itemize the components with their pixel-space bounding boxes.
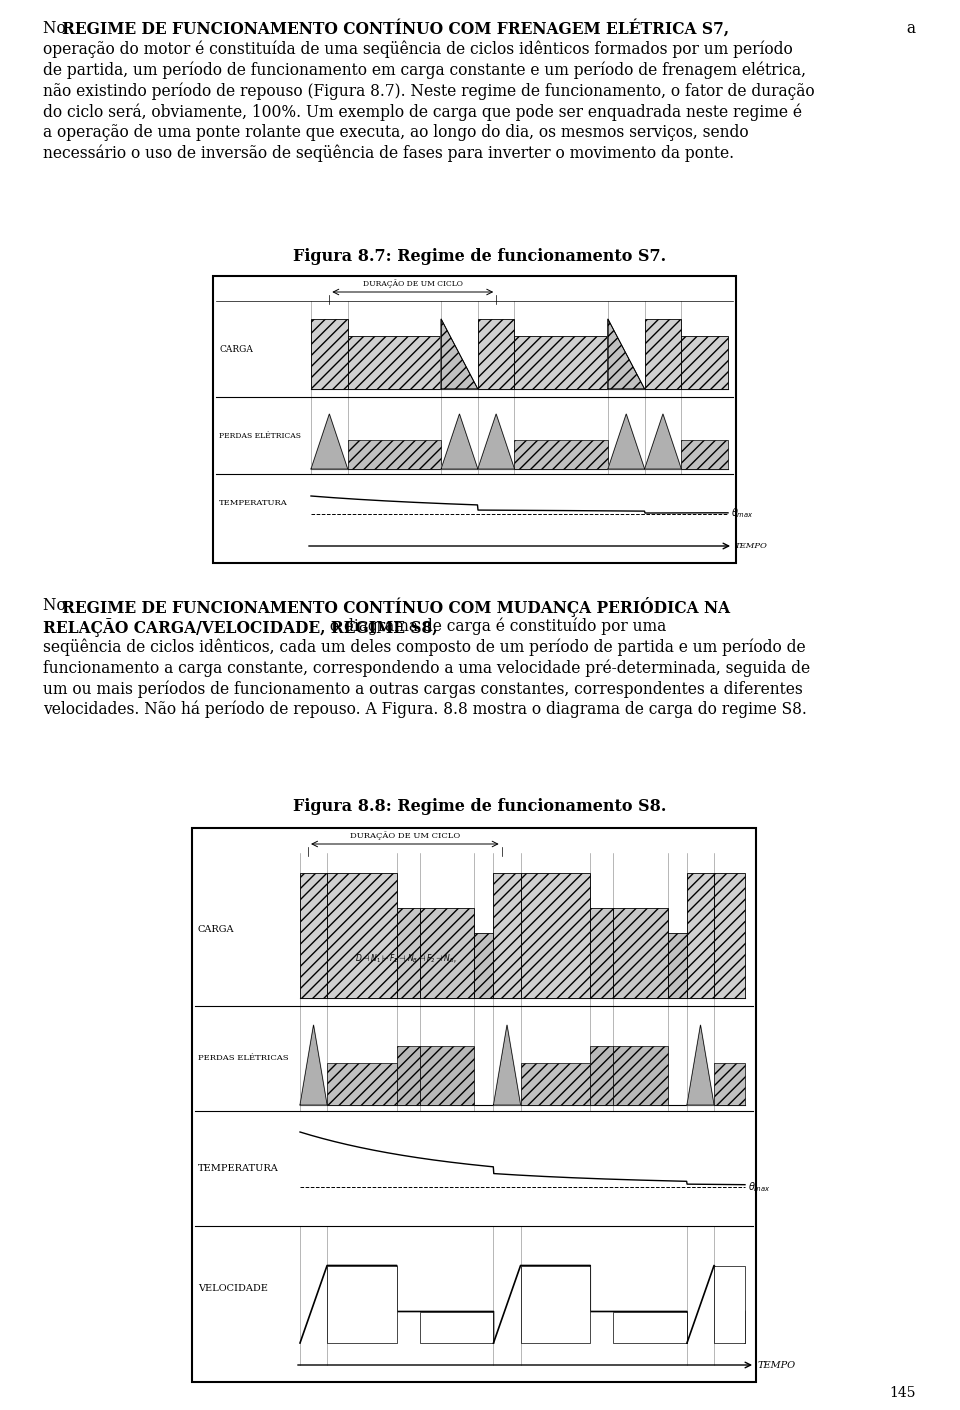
Bar <box>420 1311 493 1342</box>
Bar <box>213 276 736 563</box>
Bar <box>613 1311 687 1342</box>
Bar <box>687 873 714 998</box>
Bar <box>478 319 515 389</box>
Bar <box>613 1046 667 1105</box>
Bar <box>515 336 608 389</box>
Bar <box>327 1266 396 1342</box>
Polygon shape <box>441 415 478 470</box>
Bar <box>420 1046 474 1105</box>
Bar <box>420 908 474 998</box>
Text: No: No <box>43 596 71 613</box>
Polygon shape <box>608 415 644 470</box>
Text: de partida, um período de funcionamento em carga constante e um período de frena: de partida, um período de funcionamento … <box>43 62 806 79</box>
Bar <box>667 933 687 998</box>
Polygon shape <box>300 1025 327 1105</box>
Text: TEMPERATURA: TEMPERATURA <box>198 1165 278 1173</box>
Bar <box>515 440 608 470</box>
Text: 145: 145 <box>890 1386 916 1400</box>
Polygon shape <box>687 1025 714 1105</box>
Bar <box>590 1046 613 1105</box>
Bar <box>396 908 420 998</box>
Text: a: a <box>902 20 916 37</box>
Bar <box>396 1046 420 1105</box>
Bar <box>300 873 327 998</box>
Text: TEMPERATURA: TEMPERATURA <box>219 499 288 508</box>
Text: Figura 8.7: Regime de funcionamento S7.: Figura 8.7: Regime de funcionamento S7. <box>294 248 666 265</box>
Text: REGIME DE FUNCIONAMENTO CONTÍNUO COM FRENAGEM ELÉTRICA S7,: REGIME DE FUNCIONAMENTO CONTÍNUO COM FRE… <box>62 20 730 38</box>
Text: PERDAS ELÉTRICAS: PERDAS ELÉTRICAS <box>219 431 301 440</box>
Bar <box>348 336 441 389</box>
Text: DURAÇÃO DE UM CICLO: DURAÇÃO DE UM CICLO <box>363 279 463 288</box>
Text: TEMPO: TEMPO <box>735 541 768 550</box>
Polygon shape <box>493 1025 520 1105</box>
Bar <box>714 873 745 998</box>
Bar <box>590 908 613 998</box>
Text: VELOCIDADE: VELOCIDADE <box>198 1285 268 1293</box>
Polygon shape <box>478 415 515 470</box>
Text: No: No <box>43 20 71 37</box>
Text: o diagrama de carga é constituído por uma: o diagrama de carga é constituído por um… <box>325 618 666 636</box>
Polygon shape <box>608 319 644 389</box>
Text: seqüência de ciclos idênticos, cada um deles composto de um período de partida e: seqüência de ciclos idênticos, cada um d… <box>43 639 805 656</box>
Text: operação do motor é constituída de uma seqüência de ciclos idênticos formados po: operação do motor é constituída de uma s… <box>43 41 793 58</box>
Text: velocidades. Não há período de repouso. A Figura. 8.8 mostra o diagrama de carga: velocidades. Não há período de repouso. … <box>43 701 806 719</box>
Text: $\theta_{max}$: $\theta_{max}$ <box>731 506 754 520</box>
Text: $\theta_{max}$: $\theta_{max}$ <box>748 1180 771 1194</box>
Text: RELAÇÃO CARGA/VELOCIDADE, REGIME S8,: RELAÇÃO CARGA/VELOCIDADE, REGIME S8, <box>43 618 438 637</box>
Polygon shape <box>311 415 348 470</box>
Bar <box>311 319 348 389</box>
Text: necessário o uso de inversão de seqüência de fases para inverter o movimento da : necessário o uso de inversão de seqüênci… <box>43 145 734 162</box>
Bar <box>682 440 728 470</box>
Bar <box>714 1266 745 1342</box>
Bar <box>474 933 493 998</box>
Text: TEMPO: TEMPO <box>758 1361 796 1369</box>
Bar <box>327 873 396 998</box>
Bar <box>613 908 667 998</box>
Bar <box>348 440 441 470</box>
Text: CARGA: CARGA <box>219 344 252 354</box>
Text: REGIME DE FUNCIONAMENTO CONTÍNUO COM MUDANÇA PERIÓDICA NA: REGIME DE FUNCIONAMENTO CONTÍNUO COM MUD… <box>62 596 731 618</box>
Bar <box>520 1266 590 1342</box>
Text: Figura 8.8: Regime de funcionamento S8.: Figura 8.8: Regime de funcionamento S8. <box>294 798 666 815</box>
Text: do ciclo será, obviamente, 100%. Um exemplo de carga que pode ser enquadrada nes: do ciclo será, obviamente, 100%. Um exem… <box>43 103 802 121</box>
Text: a operação de uma ponte rolante que executa, ao longo do dia, os mesmos serviços: a operação de uma ponte rolante que exec… <box>43 124 749 141</box>
Bar <box>493 873 520 998</box>
Bar <box>192 828 756 1382</box>
Bar <box>520 873 590 998</box>
Text: não existindo período de repouso (Figura 8.7). Neste regime de funcionamento, o : não existindo período de repouso (Figura… <box>43 82 815 100</box>
Polygon shape <box>644 415 682 470</box>
Text: um ou mais períodos de funcionamento a outras cargas constantes, correspondentes: um ou mais períodos de funcionamento a o… <box>43 680 803 698</box>
Bar <box>714 1063 745 1105</box>
Bar <box>327 1063 396 1105</box>
Text: $D \dashv N_1 \vdash F_1 \dashv N_B \dashv F_2 \dashv N_{B_F}$: $D \dashv N_1 \vdash F_1 \dashv N_B \das… <box>355 953 458 966</box>
Polygon shape <box>441 319 478 389</box>
Bar <box>644 319 682 389</box>
Text: DURAÇÃO DE UM CICLO: DURAÇÃO DE UM CICLO <box>349 832 460 840</box>
Text: CARGA: CARGA <box>198 925 234 933</box>
Bar <box>520 1063 590 1105</box>
Bar <box>682 336 728 389</box>
Text: PERDAS ELÉTRICAS: PERDAS ELÉTRICAS <box>198 1055 289 1063</box>
Text: funcionamento a carga constante, correspondendo a uma velocidade pré-determinada: funcionamento a carga constante, corresp… <box>43 660 810 677</box>
